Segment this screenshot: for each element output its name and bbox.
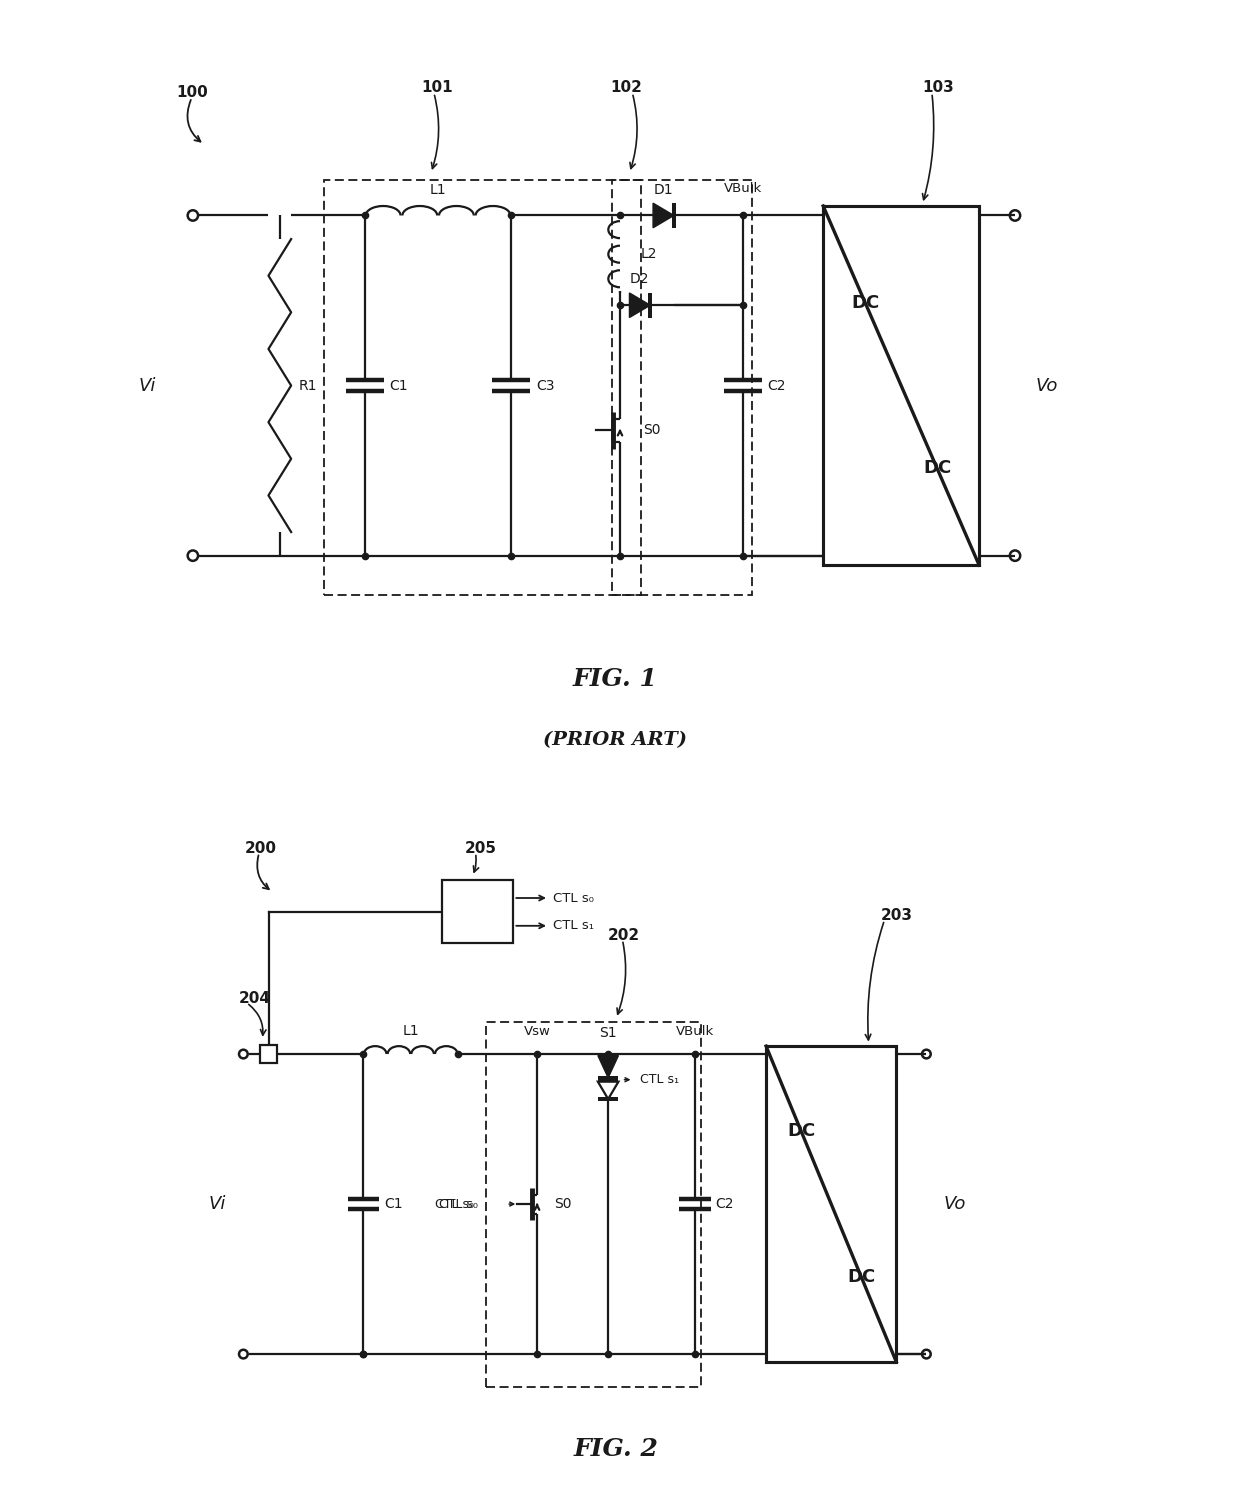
Text: S1: S1 (599, 1025, 618, 1040)
Text: C2: C2 (768, 378, 786, 393)
Text: L1: L1 (403, 1024, 419, 1039)
Polygon shape (598, 1081, 619, 1099)
Polygon shape (598, 1081, 619, 1099)
Text: VBulk: VBulk (676, 1025, 714, 1039)
Text: Vo: Vo (944, 1194, 966, 1213)
Text: L1: L1 (430, 183, 446, 197)
Text: VBulk: VBulk (724, 181, 761, 195)
Text: FIG. 2: FIG. 2 (574, 1436, 658, 1461)
Text: S0: S0 (644, 423, 661, 437)
Text: C1: C1 (384, 1198, 403, 1211)
Text: CTL s₁: CTL s₁ (553, 919, 594, 933)
Text: CTL s₀: CTL s₀ (553, 892, 594, 904)
Text: CTL s₁: CTL s₁ (640, 1074, 678, 1086)
Text: 203: 203 (880, 909, 913, 924)
Text: C2: C2 (715, 1198, 734, 1211)
Text: D1: D1 (653, 183, 673, 197)
Bar (443, 880, 513, 943)
Bar (823, 206, 980, 565)
Text: Vsw: Vsw (523, 1025, 551, 1039)
Text: DC: DC (847, 1267, 875, 1285)
Text: R1: R1 (299, 378, 317, 393)
Polygon shape (598, 1055, 619, 1078)
Text: Vo: Vo (1035, 376, 1058, 395)
Bar (613, 180, 753, 596)
Text: 202: 202 (608, 928, 640, 943)
Text: CTL s₀: CTL s₀ (435, 1198, 474, 1211)
Text: (PRIOR ART): (PRIOR ART) (543, 730, 687, 748)
Text: 205: 205 (465, 841, 496, 856)
Text: DC: DC (923, 460, 951, 478)
Bar (486, 1022, 702, 1387)
Text: L2: L2 (641, 246, 657, 262)
Text: 102: 102 (610, 80, 642, 95)
Polygon shape (653, 203, 673, 228)
Polygon shape (630, 293, 650, 318)
Text: C1: C1 (389, 378, 408, 393)
Bar (766, 1046, 897, 1362)
Text: Vi: Vi (139, 376, 156, 395)
Bar (324, 180, 641, 596)
Text: 101: 101 (422, 80, 453, 95)
Bar (260, 1045, 278, 1063)
Text: C3: C3 (536, 378, 554, 393)
Text: 100: 100 (176, 85, 207, 100)
Text: CTL s₀: CTL s₀ (439, 1198, 477, 1211)
Text: S0: S0 (554, 1198, 572, 1211)
Text: D2: D2 (630, 272, 650, 286)
Text: Vi: Vi (208, 1194, 226, 1213)
Text: FIG. 1: FIG. 1 (573, 667, 657, 691)
Text: 204: 204 (238, 992, 270, 1007)
Text: 200: 200 (246, 841, 277, 856)
Text: 103: 103 (923, 80, 954, 95)
Text: DC: DC (787, 1122, 816, 1140)
Text: DC: DC (851, 293, 879, 311)
